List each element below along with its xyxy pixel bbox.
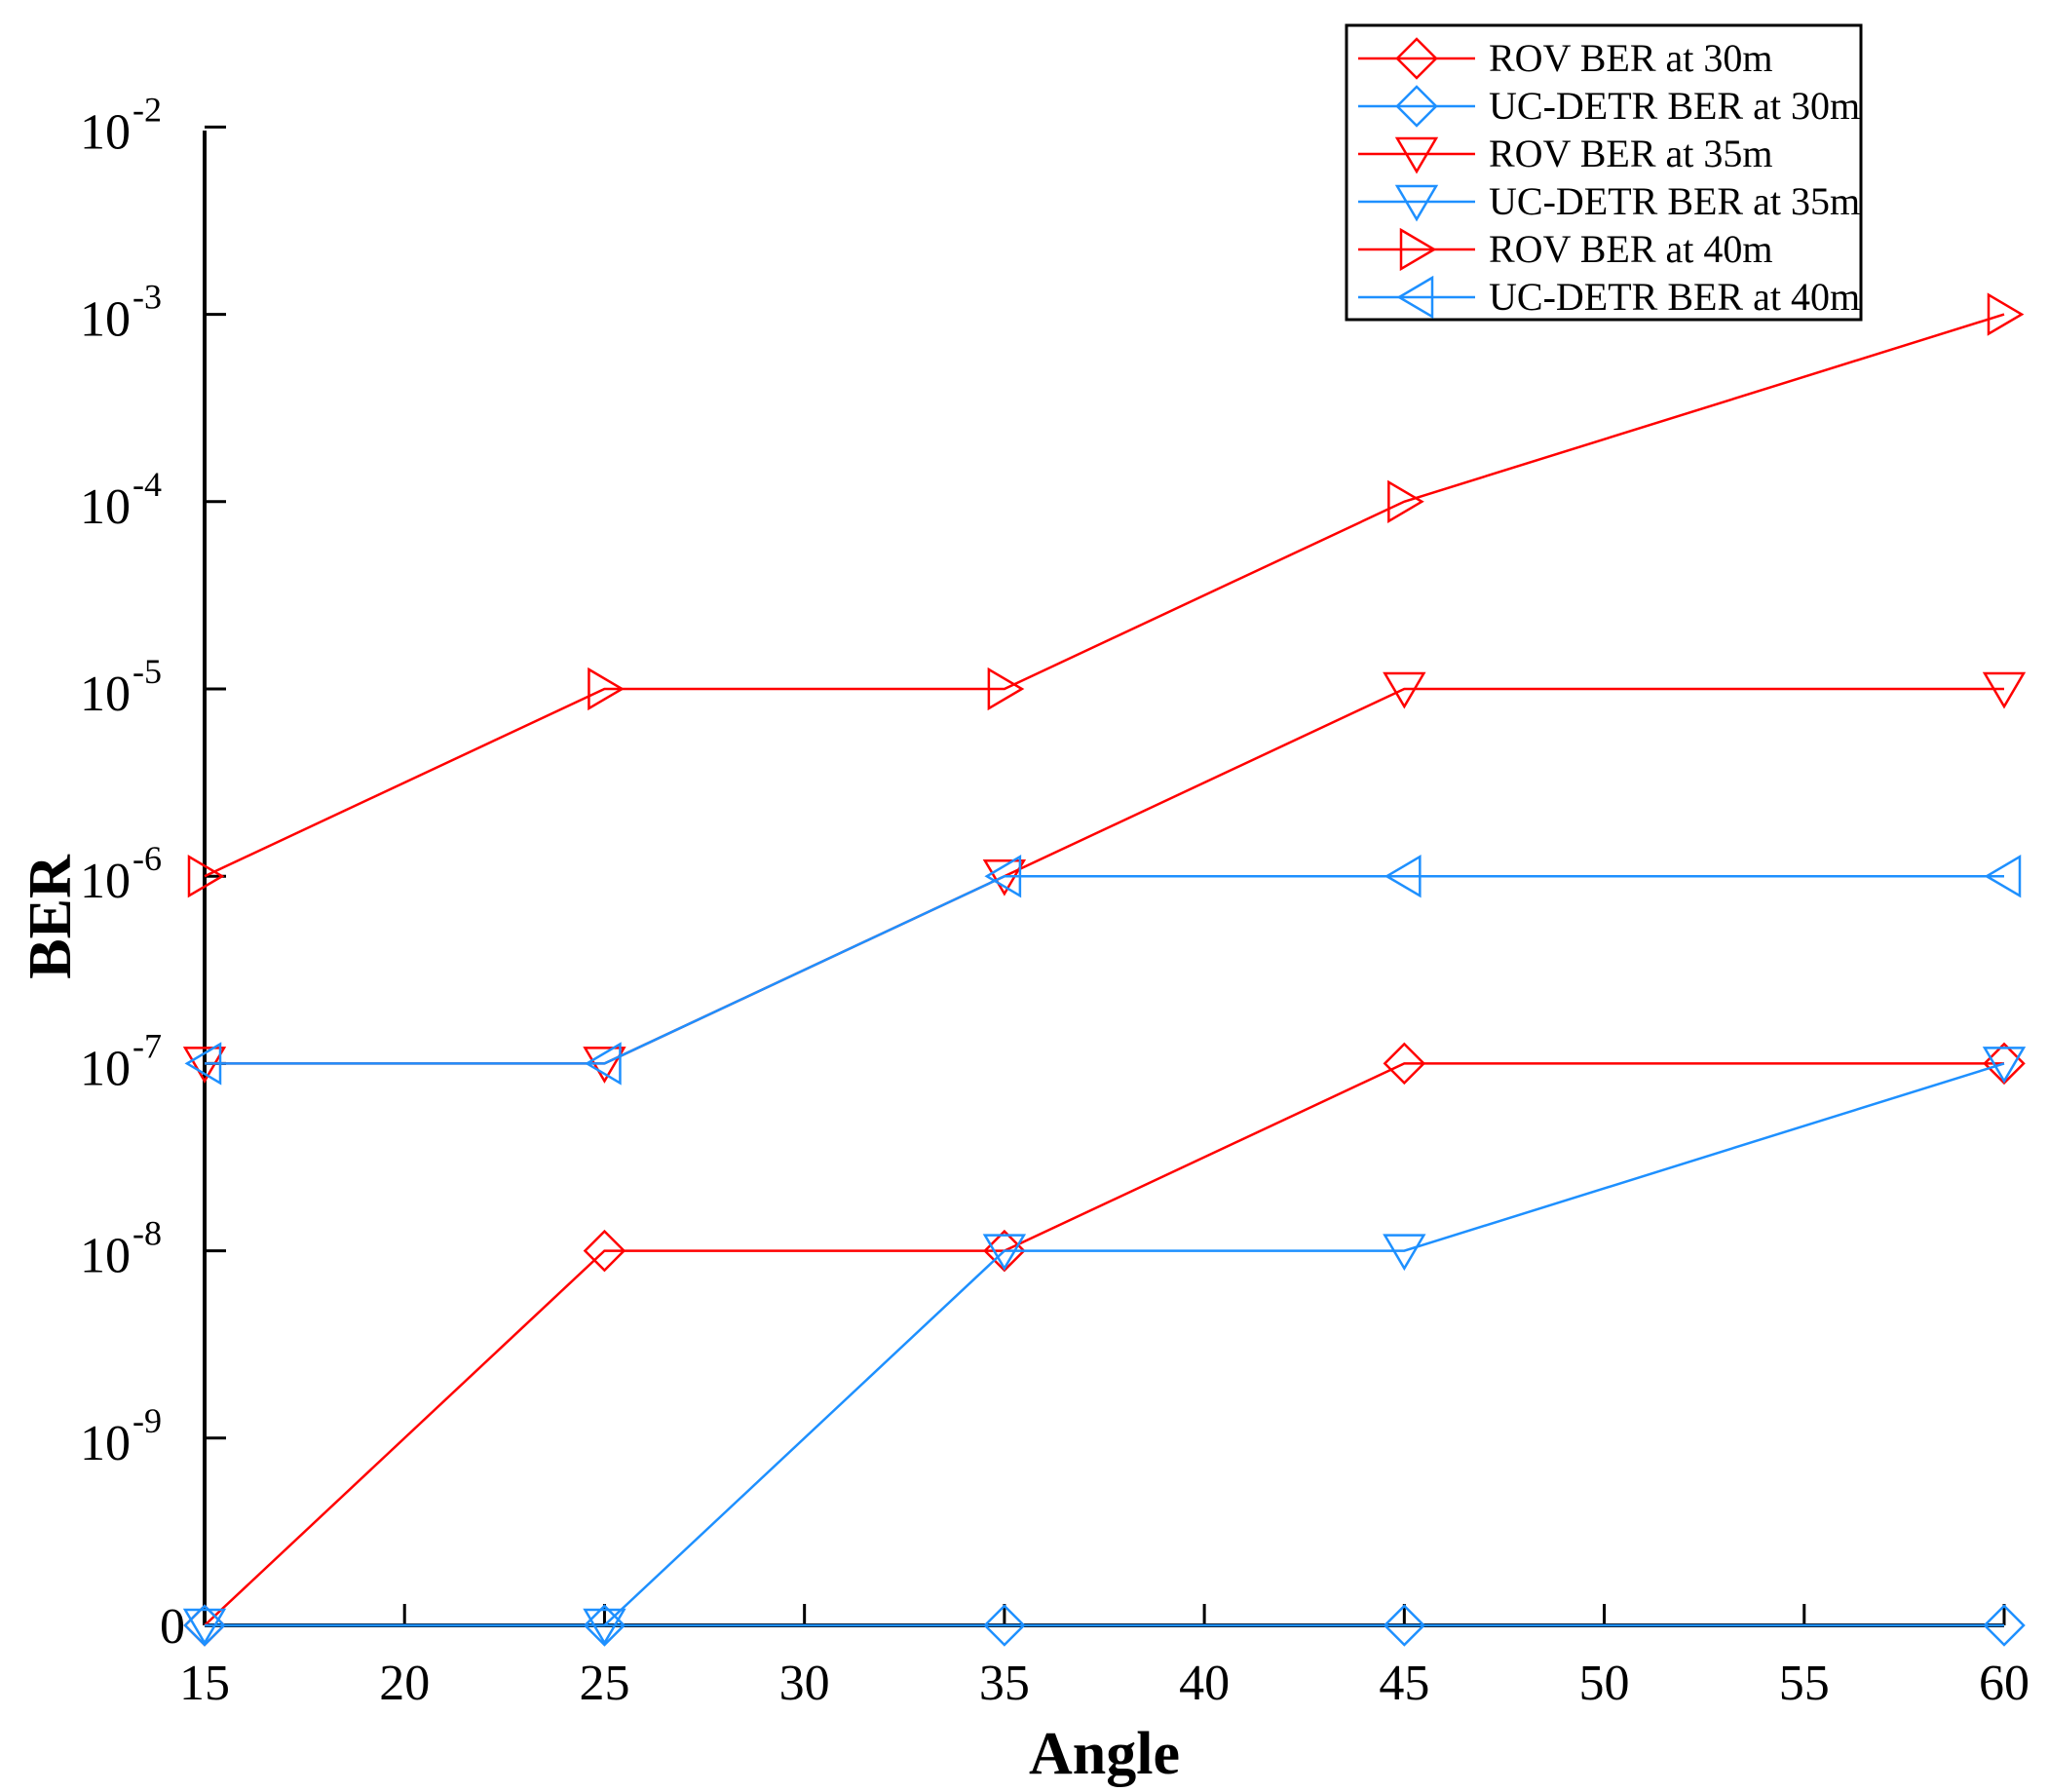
- legend-item: UC-DETR BER at 40m: [1358, 275, 1860, 320]
- y-tick-label: 10 -6: [80, 839, 162, 909]
- series-layer: [182, 292, 2027, 1647]
- data-point: [187, 855, 225, 898]
- series-1: [183, 1042, 2026, 1647]
- y-tick-label: 10 -9: [80, 1401, 162, 1471]
- x-axis-title: Angle: [1029, 1721, 1180, 1787]
- y-tick-base: 10: [80, 104, 131, 160]
- x-tick-label: 45: [1379, 1656, 1429, 1711]
- legend-marker: [1394, 136, 1439, 174]
- legend-label: UC-DETR BER at 40m: [1489, 275, 1860, 319]
- legend-box: [1345, 23, 1863, 322]
- legend-label: UC-DETR BER at 30m: [1489, 84, 1860, 128]
- data-point: [583, 1608, 626, 1646]
- y-tick-exponent: -2: [133, 90, 162, 129]
- y-axis-title: BER: [18, 854, 84, 979]
- data-point: [1383, 1234, 1426, 1272]
- x-tick-label: 50: [1579, 1656, 1630, 1711]
- series-4: [182, 1047, 2027, 1646]
- y-tick-label: 10 -5: [80, 652, 162, 722]
- x-tick-label: 30: [779, 1656, 830, 1711]
- legend-label: UC-DETR BER at 35m: [1489, 179, 1860, 223]
- y-tick-base: 10: [80, 854, 131, 909]
- y-tick-base: 10: [80, 292, 131, 348]
- legend-label: ROV BER at 40m: [1489, 227, 1773, 271]
- data-point: [987, 667, 1025, 711]
- y-tick-base: 10: [80, 667, 131, 722]
- data-point: [1383, 1042, 1426, 1086]
- legend-marker: [1396, 275, 1434, 320]
- data-point: [182, 1608, 227, 1646]
- data-point: [1387, 479, 1424, 523]
- legend-label: ROV BER at 30m: [1489, 36, 1773, 80]
- data-point: [1384, 855, 1422, 898]
- y-tick-label: 10 -8: [80, 1214, 162, 1284]
- x-tick-label: 20: [379, 1656, 430, 1711]
- y-tick-base: 10: [80, 1416, 131, 1471]
- y-tick-exponent: -8: [133, 1214, 162, 1253]
- y-tick-base: 10: [80, 1041, 131, 1096]
- y-tick-base: 10: [80, 479, 131, 535]
- legend-marker: [1395, 37, 1438, 80]
- x-tick-label: 60: [1979, 1656, 2029, 1711]
- y-tick-exponent: -5: [133, 652, 162, 691]
- legend-marker: [1399, 227, 1437, 272]
- series-line: [205, 1062, 2005, 1627]
- x-tick-label: 35: [979, 1656, 1030, 1711]
- y-tick-label: 0: [160, 1599, 185, 1655]
- legend-label: ROV BER at 35m: [1489, 132, 1773, 175]
- legend-item: ROV BER at 30m: [1358, 36, 1773, 80]
- y-tick-base: 10: [80, 1229, 131, 1284]
- legend-item: UC-DETR BER at 35m: [1358, 179, 1860, 223]
- y-tick-exponent: -4: [133, 465, 162, 504]
- data-point: [588, 667, 625, 711]
- legend-marker: [1395, 85, 1438, 128]
- y-tick-label: 10 -3: [80, 278, 162, 348]
- data-point: [1987, 292, 2025, 336]
- legend-marker: [1394, 184, 1439, 222]
- data-point: [983, 1604, 1026, 1647]
- y-tick-exponent: -9: [133, 1401, 162, 1440]
- series-5: [187, 292, 2025, 898]
- data-point: [1984, 855, 2022, 898]
- y-tick-exponent: -7: [133, 1026, 162, 1065]
- legend-item: UC-DETR BER at 30m: [1358, 84, 1860, 128]
- series-6: [184, 855, 2022, 1086]
- series-line: [205, 874, 2004, 1065]
- y-tick-exponent: -3: [133, 278, 162, 317]
- data-point: [982, 1234, 1027, 1272]
- y-tick-label: 10 -4: [80, 465, 162, 535]
- legend-item: ROV BER at 40m: [1358, 227, 1773, 272]
- data-point: [1983, 1604, 2026, 1647]
- data-point: [584, 1042, 622, 1086]
- legend-item: ROV BER at 35m: [1358, 132, 1773, 175]
- x-tick-label: 55: [1779, 1656, 1830, 1711]
- data-point: [984, 855, 1022, 898]
- data-point: [1982, 1047, 2027, 1084]
- x-tick-label: 40: [1179, 1656, 1230, 1711]
- y-tick-exponent: -6: [133, 839, 162, 878]
- x-tick-label: 15: [179, 1656, 230, 1711]
- data-point: [583, 1229, 626, 1273]
- data-point: [184, 1042, 222, 1086]
- x-tick-label: 25: [579, 1656, 629, 1711]
- y-tick-label: 10 -7: [80, 1026, 162, 1096]
- data-point: [1383, 1604, 1426, 1647]
- data-point: [1982, 671, 2027, 709]
- y-tick-label: 10 -2: [80, 90, 162, 160]
- series-line: [204, 313, 2005, 878]
- data-point: [1383, 671, 1426, 709]
